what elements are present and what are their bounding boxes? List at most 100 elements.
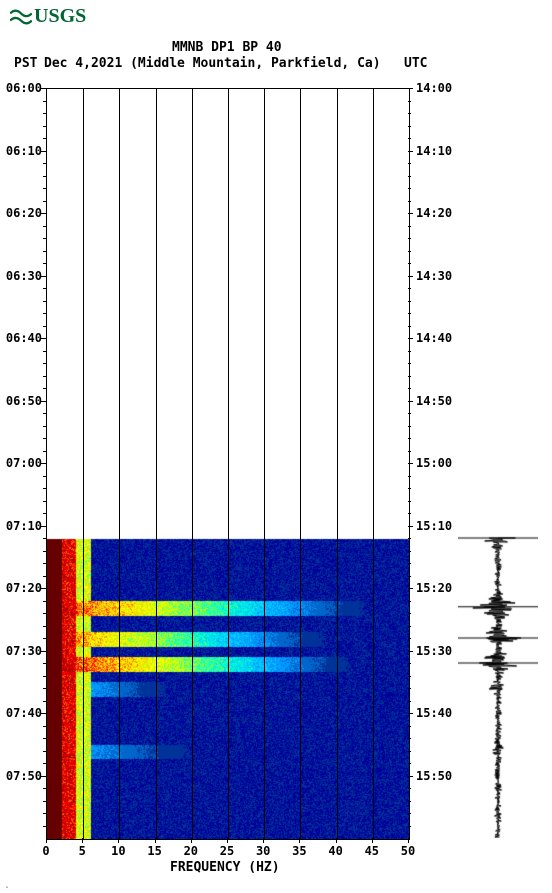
y-tick-label-left: 06:20 [2, 206, 42, 220]
x-tick-mark [227, 838, 228, 843]
seismogram-trace [458, 88, 538, 838]
minor-tick-right [408, 426, 411, 427]
minor-tick-left [43, 663, 46, 664]
minor-tick-right [408, 113, 411, 114]
y-tick-label-left: 06:40 [2, 331, 42, 345]
footer-mark: . [4, 880, 10, 891]
y-tick-label-right: 14:10 [416, 144, 452, 158]
minor-tick-left [43, 313, 46, 314]
x-tick-label: 40 [328, 844, 342, 858]
minor-tick-right [408, 126, 411, 127]
x-tick-mark [372, 838, 373, 843]
minor-tick-right [408, 501, 411, 502]
minor-tick-left [43, 426, 46, 427]
x-tick-label: 30 [256, 844, 270, 858]
x-tick-mark [118, 838, 119, 843]
minor-tick-right [408, 313, 411, 314]
gridline-vertical [337, 89, 338, 839]
minor-tick-right [408, 701, 411, 702]
minor-tick-left [43, 301, 46, 302]
x-tick-mark [408, 838, 409, 843]
minor-tick-right [408, 163, 411, 164]
x-tick-label: 0 [42, 844, 49, 858]
x-tick-label: 10 [111, 844, 125, 858]
y-tick-mark-right [408, 713, 413, 714]
minor-tick-left [43, 326, 46, 327]
minor-tick-left [43, 676, 46, 677]
minor-tick-left [43, 488, 46, 489]
minor-tick-left [43, 476, 46, 477]
minor-tick-left [43, 126, 46, 127]
minor-tick-left [43, 763, 46, 764]
gridline-vertical [228, 89, 229, 839]
minor-tick-left [43, 176, 46, 177]
y-tick-label-right: 15:10 [416, 519, 452, 533]
x-tick-label: 20 [184, 844, 198, 858]
minor-tick-right [408, 251, 411, 252]
minor-tick-left [43, 363, 46, 364]
minor-tick-left [43, 451, 46, 452]
x-tick-mark [155, 838, 156, 843]
minor-tick-left [43, 138, 46, 139]
minor-tick-right [408, 638, 411, 639]
y-tick-mark-right [408, 588, 413, 589]
minor-tick-right [408, 551, 411, 552]
minor-tick-left [43, 163, 46, 164]
minor-tick-left [43, 613, 46, 614]
y-tick-mark-right [408, 526, 413, 527]
y-tick-label-left: 06:00 [2, 81, 42, 95]
y-tick-label-right: 14:20 [416, 206, 452, 220]
gridline-vertical [156, 89, 157, 839]
minor-tick-right [408, 601, 411, 602]
minor-tick-right [408, 813, 411, 814]
gridline-vertical [119, 89, 120, 839]
minor-tick-left [43, 201, 46, 202]
minor-tick-left [43, 188, 46, 189]
minor-tick-right [408, 238, 411, 239]
minor-tick-right [408, 576, 411, 577]
minor-tick-left [43, 751, 46, 752]
x-tick-label: 25 [220, 844, 234, 858]
minor-tick-left [43, 238, 46, 239]
y-tick-mark-right [408, 276, 413, 277]
y-tick-label-left: 07:10 [2, 519, 42, 533]
x-tick-mark [191, 838, 192, 843]
y-tick-mark-right [408, 338, 413, 339]
x-tick-mark [82, 838, 83, 843]
gridline-vertical [300, 89, 301, 839]
minor-tick-right [408, 801, 411, 802]
minor-tick-right [408, 263, 411, 264]
minor-tick-right [408, 788, 411, 789]
y-tick-label-right: 14:30 [416, 269, 452, 283]
minor-tick-right [408, 751, 411, 752]
minor-tick-right [408, 438, 411, 439]
minor-tick-right [408, 763, 411, 764]
minor-tick-left [43, 226, 46, 227]
minor-tick-left [43, 376, 46, 377]
minor-tick-right [408, 138, 411, 139]
y-tick-mark-right [408, 651, 413, 652]
y-tick-label-left: 07:50 [2, 769, 42, 783]
minor-tick-left [43, 688, 46, 689]
minor-tick-left [43, 638, 46, 639]
y-tick-label-left: 07:40 [2, 706, 42, 720]
minor-tick-left [43, 801, 46, 802]
x-tick-mark [46, 838, 47, 843]
minor-tick-right [408, 476, 411, 477]
x-tick-label: 50 [401, 844, 415, 858]
minor-tick-left [43, 501, 46, 502]
gridline-vertical [83, 89, 84, 839]
gridline-vertical [264, 89, 265, 839]
minor-tick-left [43, 513, 46, 514]
minor-tick-left [43, 626, 46, 627]
y-tick-mark-right [408, 151, 413, 152]
minor-tick-left [43, 538, 46, 539]
minor-tick-right [408, 101, 411, 102]
minor-tick-right [408, 663, 411, 664]
y-tick-label-right: 14:00 [416, 81, 452, 95]
minor-tick-left [43, 701, 46, 702]
minor-tick-right [408, 513, 411, 514]
y-tick-label-right: 15:00 [416, 456, 452, 470]
wave-icon [10, 8, 32, 26]
y-tick-label-right: 15:30 [416, 644, 452, 658]
